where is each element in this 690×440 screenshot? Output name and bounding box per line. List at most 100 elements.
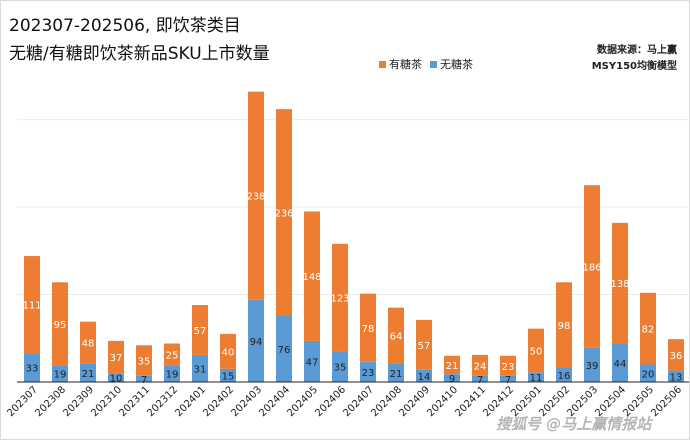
bar-sugared [416,319,432,370]
data-label: 40 [222,347,235,358]
data-label: 19 [54,370,67,381]
data-label: 238 [246,192,265,203]
data-label: 25 [166,350,179,361]
bar-sugarfree [248,299,264,382]
data-label: 44 [614,359,627,370]
bar-sugared [192,305,208,355]
bar-sugarfree [472,375,488,382]
bar-sugared [248,91,264,300]
chart-subtitle: 无糖/有糖即饮茶新品SKU上市数量 [9,44,270,64]
bar-sugarfree [416,369,432,382]
data-label: 94 [250,337,263,348]
data-label: 9 [449,374,455,385]
data-label: 21 [390,369,403,380]
data-label: 13 [670,372,683,383]
bar-sugarfree [52,365,68,382]
legend-item-sugared: 有糖茶 [379,56,422,72]
bar-sugarfree [220,368,236,382]
data-label: 236 [274,208,293,219]
model-label: MSY150均衡模型 [591,61,677,72]
bar-sugarfree [556,368,572,382]
bar-sugared [584,185,600,348]
data-label: 47 [306,357,319,368]
bar-sugared [52,282,68,366]
data-label: 7 [141,375,147,386]
data-label: 64 [390,332,403,343]
bar-sugared [472,354,488,376]
data-label: 186 [582,263,601,274]
data-label: 14 [418,372,431,383]
bar-sugared [640,292,656,365]
data-label: 24 [474,361,487,372]
bar-sugared [612,222,628,344]
chart-title: 202307-202506, 即饮茶类目 [9,16,241,36]
data-label: 21 [446,361,459,372]
legend: 有糖茶 无糖茶 [379,56,473,72]
bar-sugared [500,355,516,376]
data-label: 95 [54,320,67,331]
bar-sugared [24,256,40,354]
bar-sugared [444,355,460,375]
data-label: 19 [166,370,179,381]
watermark: 搜狐号 @马上赢情报站 [496,415,652,433]
bar-sugarfree [640,364,656,382]
bar-sugared [220,333,236,369]
bar-sugared [136,345,152,376]
data-label: 48 [82,339,95,350]
data-label: 21 [82,369,95,380]
bar-sugared [668,339,684,371]
data-label: 36 [670,351,683,362]
data-source: 数据来源：马上赢 [597,45,677,56]
data-label: 11 [530,373,543,384]
legend-swatch-blue [430,61,437,68]
bar-sugarfree [528,372,544,382]
data-label: 37 [110,353,123,364]
bar-sugarfree [192,354,208,382]
data-label: 10 [110,374,123,385]
data-label: 123 [330,294,349,305]
bar-sugarfree [108,373,124,382]
bar-sugared [304,211,320,341]
data-label: 78 [362,324,375,335]
data-label: 31 [194,364,207,375]
data-label: 23 [362,368,375,379]
bar-sugared [108,340,124,374]
bar-sugarfree [360,361,376,382]
data-label: 138 [610,279,629,290]
bar-sugarfree [444,374,460,382]
data-label: 57 [194,326,207,337]
bar-sugarfree [388,363,404,382]
data-label: 148 [302,272,321,283]
legend-label: 有糖茶 [389,58,422,71]
bar-sugarfree [24,353,40,382]
bar-sugarfree [136,375,152,382]
data-label: 23 [502,362,515,373]
bar-sugared [360,293,376,362]
data-label: 39 [586,361,599,372]
bar-sugarfree [332,351,348,382]
bar-sugared [276,109,292,316]
bar-sugared [164,343,180,366]
data-label: 111 [22,301,41,312]
data-label: 57 [418,341,431,352]
bar-sugarfree [80,363,96,382]
bar-sugarfree [584,347,600,382]
data-label: 98 [558,321,571,332]
data-label: 7 [477,375,483,386]
bar-sugarfree [612,343,628,382]
bar-sugared [388,307,404,364]
legend-item-sugarfree: 无糖茶 [430,56,473,72]
legend-swatch-orange [379,61,386,68]
x-tick-label: 202506 [649,384,684,419]
bar-sugared [332,243,348,352]
bar-sugarfree [500,375,516,382]
bar-sugarfree [668,370,684,382]
data-label: 50 [530,347,543,358]
bar-sugarfree [304,340,320,382]
bar-sugarfree [276,315,292,382]
data-label: 35 [138,357,151,368]
legend-label: 无糖茶 [440,58,473,71]
data-label: 82 [642,325,655,336]
